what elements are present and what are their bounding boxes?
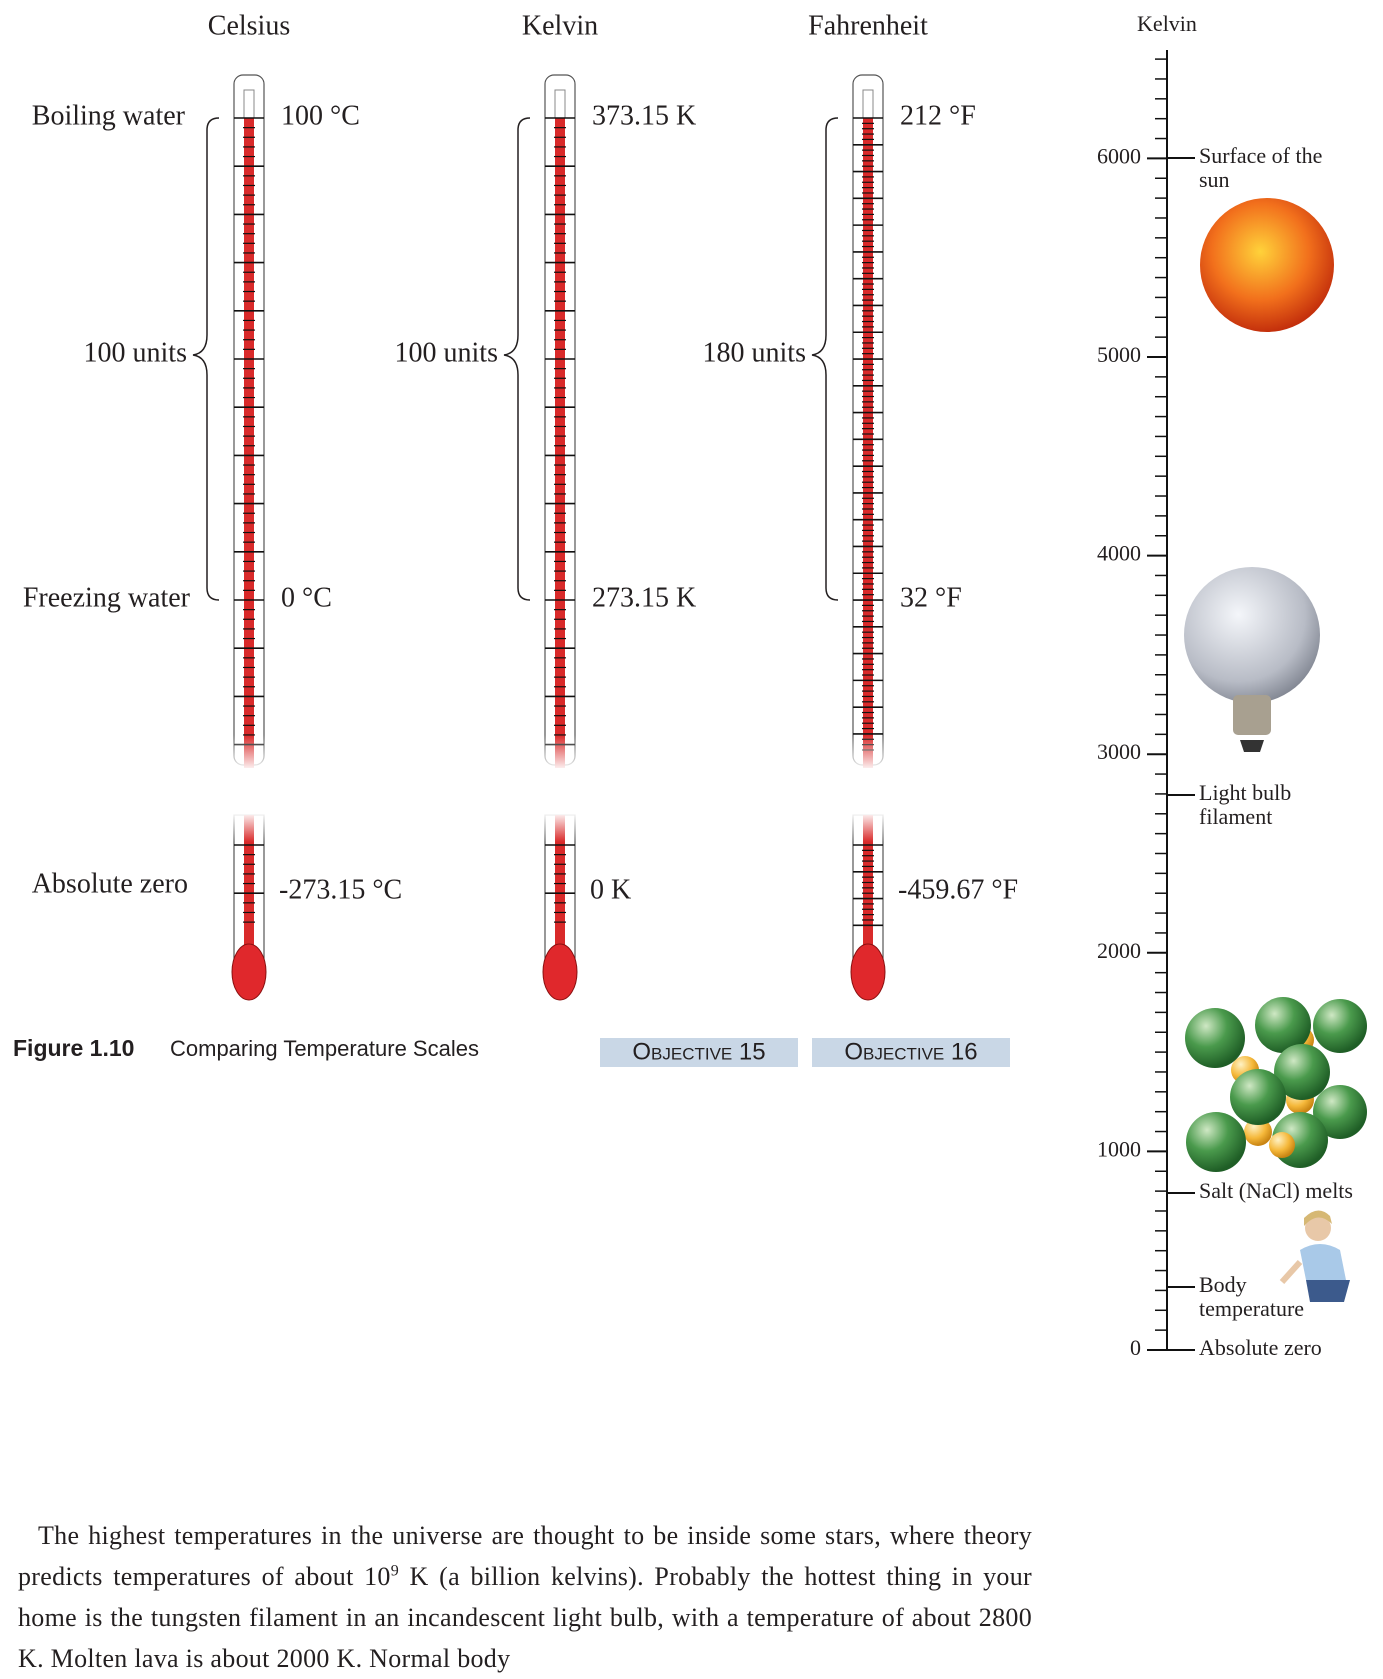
column bbox=[863, 118, 873, 768]
sun-image bbox=[1200, 198, 1334, 332]
boiling-label: 100 °C bbox=[281, 100, 360, 131]
annotation: Salt (NaCl) melts bbox=[1199, 1178, 1353, 1203]
row-label: Boiling water bbox=[32, 100, 186, 131]
annotation: sun bbox=[1199, 167, 1230, 192]
fade bbox=[543, 812, 577, 842]
span-label: 100 units bbox=[84, 337, 187, 368]
brace bbox=[811, 117, 839, 601]
tick-label: 0 bbox=[1130, 1335, 1141, 1360]
span-label: 100 units bbox=[395, 337, 498, 368]
child-image bbox=[1279, 1210, 1350, 1302]
page: Boiling water Freezing water Absolute ze… bbox=[13, 10, 1367, 1673]
span-label: 180 units bbox=[703, 337, 806, 368]
brace bbox=[192, 117, 220, 601]
freezing-label: 32 °F bbox=[900, 582, 962, 613]
brace bbox=[503, 117, 531, 601]
tick-label: 1000 bbox=[1097, 1136, 1141, 1161]
fade bbox=[851, 812, 885, 842]
annotation: Light bulb bbox=[1199, 780, 1291, 805]
column bbox=[555, 815, 565, 965]
tube-top bbox=[243, 89, 255, 119]
objective: Objective 15 bbox=[632, 1038, 765, 1065]
fade bbox=[543, 735, 577, 771]
row-label: Freezing water bbox=[23, 582, 191, 613]
figure: Boiling water Freezing water Absolute ze… bbox=[13, 10, 1367, 1360]
tick-label: 4000 bbox=[1097, 541, 1141, 566]
column bbox=[244, 815, 254, 965]
scale-title: Kelvin bbox=[1137, 11, 1197, 36]
bulb-image bbox=[1184, 567, 1320, 752]
annotation: filament bbox=[1199, 804, 1272, 829]
tick-label: 3000 bbox=[1097, 739, 1141, 764]
freezing-label: 273.15 K bbox=[592, 582, 696, 613]
thermometer bbox=[192, 74, 267, 1001]
scale-title: Fahrenheit bbox=[808, 10, 928, 41]
scale-title: Kelvin bbox=[522, 10, 598, 41]
salt-image bbox=[1185, 997, 1367, 1172]
objective-box bbox=[812, 1038, 1010, 1067]
boiling-label: 212 °F bbox=[900, 100, 976, 131]
column bbox=[863, 815, 873, 965]
bulb bbox=[231, 943, 267, 1001]
annotation: temperature bbox=[1199, 1296, 1304, 1321]
freezing-label: 0 °C bbox=[281, 582, 332, 613]
fade bbox=[232, 812, 266, 842]
tick-label: 2000 bbox=[1097, 938, 1141, 963]
objective: Objective 16 bbox=[844, 1038, 977, 1065]
column bbox=[244, 118, 254, 768]
tick-label: 6000 bbox=[1097, 143, 1141, 168]
figure-number: Figure 1.10 bbox=[13, 1035, 134, 1061]
thermometer bbox=[503, 74, 578, 1001]
thermometer bbox=[811, 74, 886, 1001]
paragraph: The highest temperatures in the universe… bbox=[18, 1515, 1032, 1679]
objective-box bbox=[600, 1038, 798, 1067]
figure-title: Comparing Temperature Scales bbox=[170, 1036, 479, 1061]
scale-title: Celsius bbox=[208, 10, 290, 41]
tube-top bbox=[862, 89, 874, 119]
absolute-zero-label: -459.67 °F bbox=[898, 874, 1018, 905]
boiling-label: 373.15 K bbox=[592, 100, 696, 131]
annotation: Body bbox=[1199, 1272, 1247, 1297]
column bbox=[555, 118, 565, 768]
annotation: Surface of the bbox=[1199, 143, 1322, 168]
tick-label: 5000 bbox=[1097, 342, 1141, 367]
absolute-zero-label: 0 K bbox=[590, 874, 631, 905]
fade bbox=[232, 735, 266, 771]
bulb bbox=[850, 943, 886, 1001]
superscript: 9 bbox=[390, 1562, 400, 1580]
annotation: Absolute zero bbox=[1199, 1335, 1322, 1360]
tube-top bbox=[554, 89, 566, 119]
absolute-zero-label: -273.15 °C bbox=[279, 874, 402, 905]
fade bbox=[851, 735, 885, 771]
bulb bbox=[542, 943, 578, 1001]
row-label: Absolute zero bbox=[32, 868, 188, 899]
